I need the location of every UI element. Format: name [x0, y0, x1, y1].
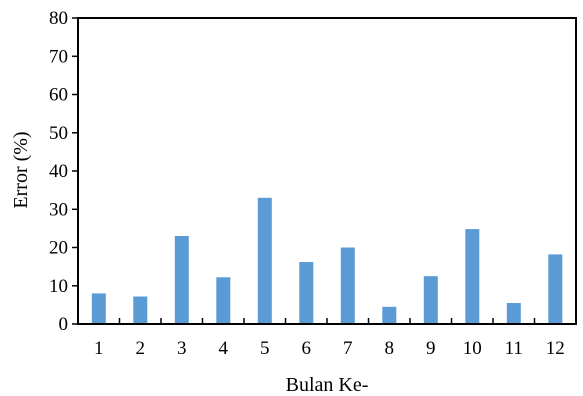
x-tick-label: 10 — [463, 338, 482, 359]
x-tick-label: 11 — [505, 338, 523, 359]
x-tick-label: 6 — [302, 338, 312, 359]
y-tick-label: 30 — [49, 199, 68, 220]
bar-month-5 — [257, 197, 272, 324]
y-tick-label: 70 — [49, 46, 68, 67]
y-tick-labels: 0 10 20 30 40 50 60 70 80 — [49, 8, 68, 335]
y-tick-label: 50 — [49, 123, 68, 144]
bar-month-1 — [91, 293, 106, 324]
y-axis-title: Error (%) — [10, 131, 32, 208]
x-tick-label: 7 — [343, 338, 353, 359]
y-tick-label: 10 — [49, 276, 68, 297]
plot-area-frame — [77, 17, 577, 325]
x-tick-label: 4 — [219, 338, 229, 359]
bar-month-12 — [548, 254, 563, 324]
y-tick-label: 80 — [49, 8, 68, 29]
x-axis-title: Bulan Ke- — [286, 374, 369, 396]
bar-month-11 — [506, 303, 521, 324]
x-tick-label: 5 — [260, 338, 270, 359]
x-tick-labels: 1 2 3 4 5 6 7 8 9 10 11 12 — [94, 338, 565, 359]
y-tick-label: 60 — [49, 85, 68, 106]
y-tick-label: 40 — [49, 161, 68, 182]
x-tick-label: 12 — [546, 338, 565, 359]
bars-group — [91, 197, 563, 324]
bar-month-10 — [465, 229, 480, 324]
y-tick-label: 20 — [49, 238, 68, 259]
x-tick-label: 9 — [426, 338, 436, 359]
bar-month-3 — [174, 236, 189, 324]
bar-month-9 — [423, 276, 438, 324]
x-tick-label: 2 — [136, 338, 146, 359]
x-tick-label: 1 — [94, 338, 104, 359]
bar-month-2 — [133, 296, 148, 324]
x-tick-label: 3 — [177, 338, 187, 359]
bar-month-6 — [299, 262, 314, 324]
bar-month-8 — [382, 306, 397, 324]
x-tick-label: 8 — [385, 338, 395, 359]
bar-month-7 — [340, 247, 355, 324]
bar-month-4 — [216, 277, 231, 324]
y-tick-label: 0 — [59, 314, 69, 335]
